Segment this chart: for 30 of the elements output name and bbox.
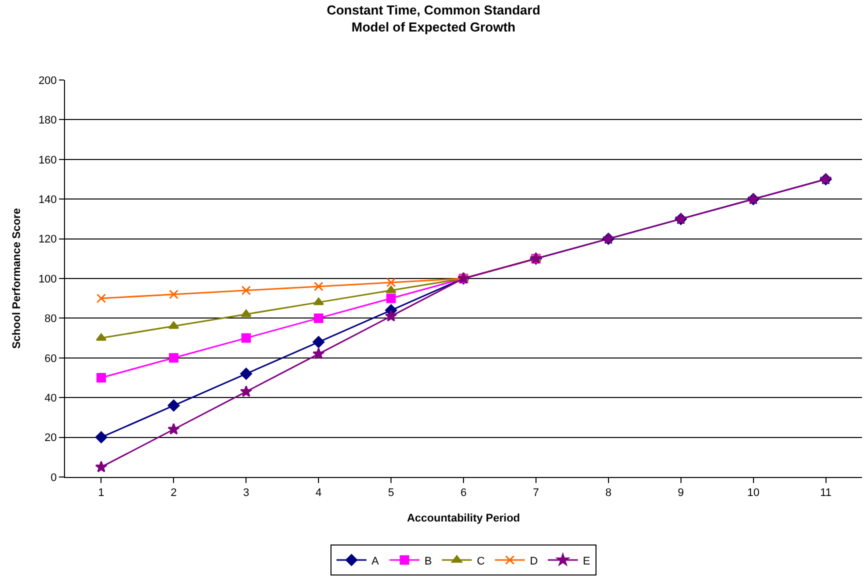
x-tick-label: 4: [316, 487, 322, 500]
x-tick-label: 2: [170, 487, 177, 500]
y-tick-label: 140: [38, 194, 57, 206]
y-tick-label: 60: [44, 352, 57, 365]
x-tick-label: 8: [605, 487, 612, 500]
y-tick-label: 180: [38, 114, 57, 127]
x-tick-label: 5: [388, 487, 394, 500]
legend-label: B: [424, 555, 432, 568]
y-tick-label: 120: [38, 234, 57, 246]
x-tick-label: 11: [820, 487, 832, 500]
chart-title: Constant Time, Common Standard Model of Expected Growth: [326, 2, 540, 34]
legend-label: D: [530, 555, 538, 568]
legend-label: E: [582, 555, 590, 568]
y-tick-label: 0: [50, 472, 57, 484]
y-tick-label: 20: [44, 432, 57, 444]
x-tick-label: 10: [747, 487, 760, 500]
y-tick-label: 80: [44, 313, 57, 326]
y-tick-label: 160: [38, 154, 57, 166]
legend-label: C: [476, 555, 485, 568]
x-tick-label: 1: [98, 487, 104, 500]
y-tick-label: 100: [38, 273, 57, 286]
x-tick-label: 6: [460, 487, 467, 500]
y-axis-title: School Performance Score: [11, 208, 24, 349]
y-tick-label: 200: [38, 74, 57, 87]
x-axis-title: Accountability Period: [406, 512, 520, 524]
legend-label: A: [372, 555, 380, 568]
x-tick-label: 7: [532, 487, 540, 500]
x-tick-label: 3: [243, 487, 250, 500]
y-tick-label: 40: [44, 392, 57, 404]
x-tick-label: 9: [678, 487, 684, 500]
